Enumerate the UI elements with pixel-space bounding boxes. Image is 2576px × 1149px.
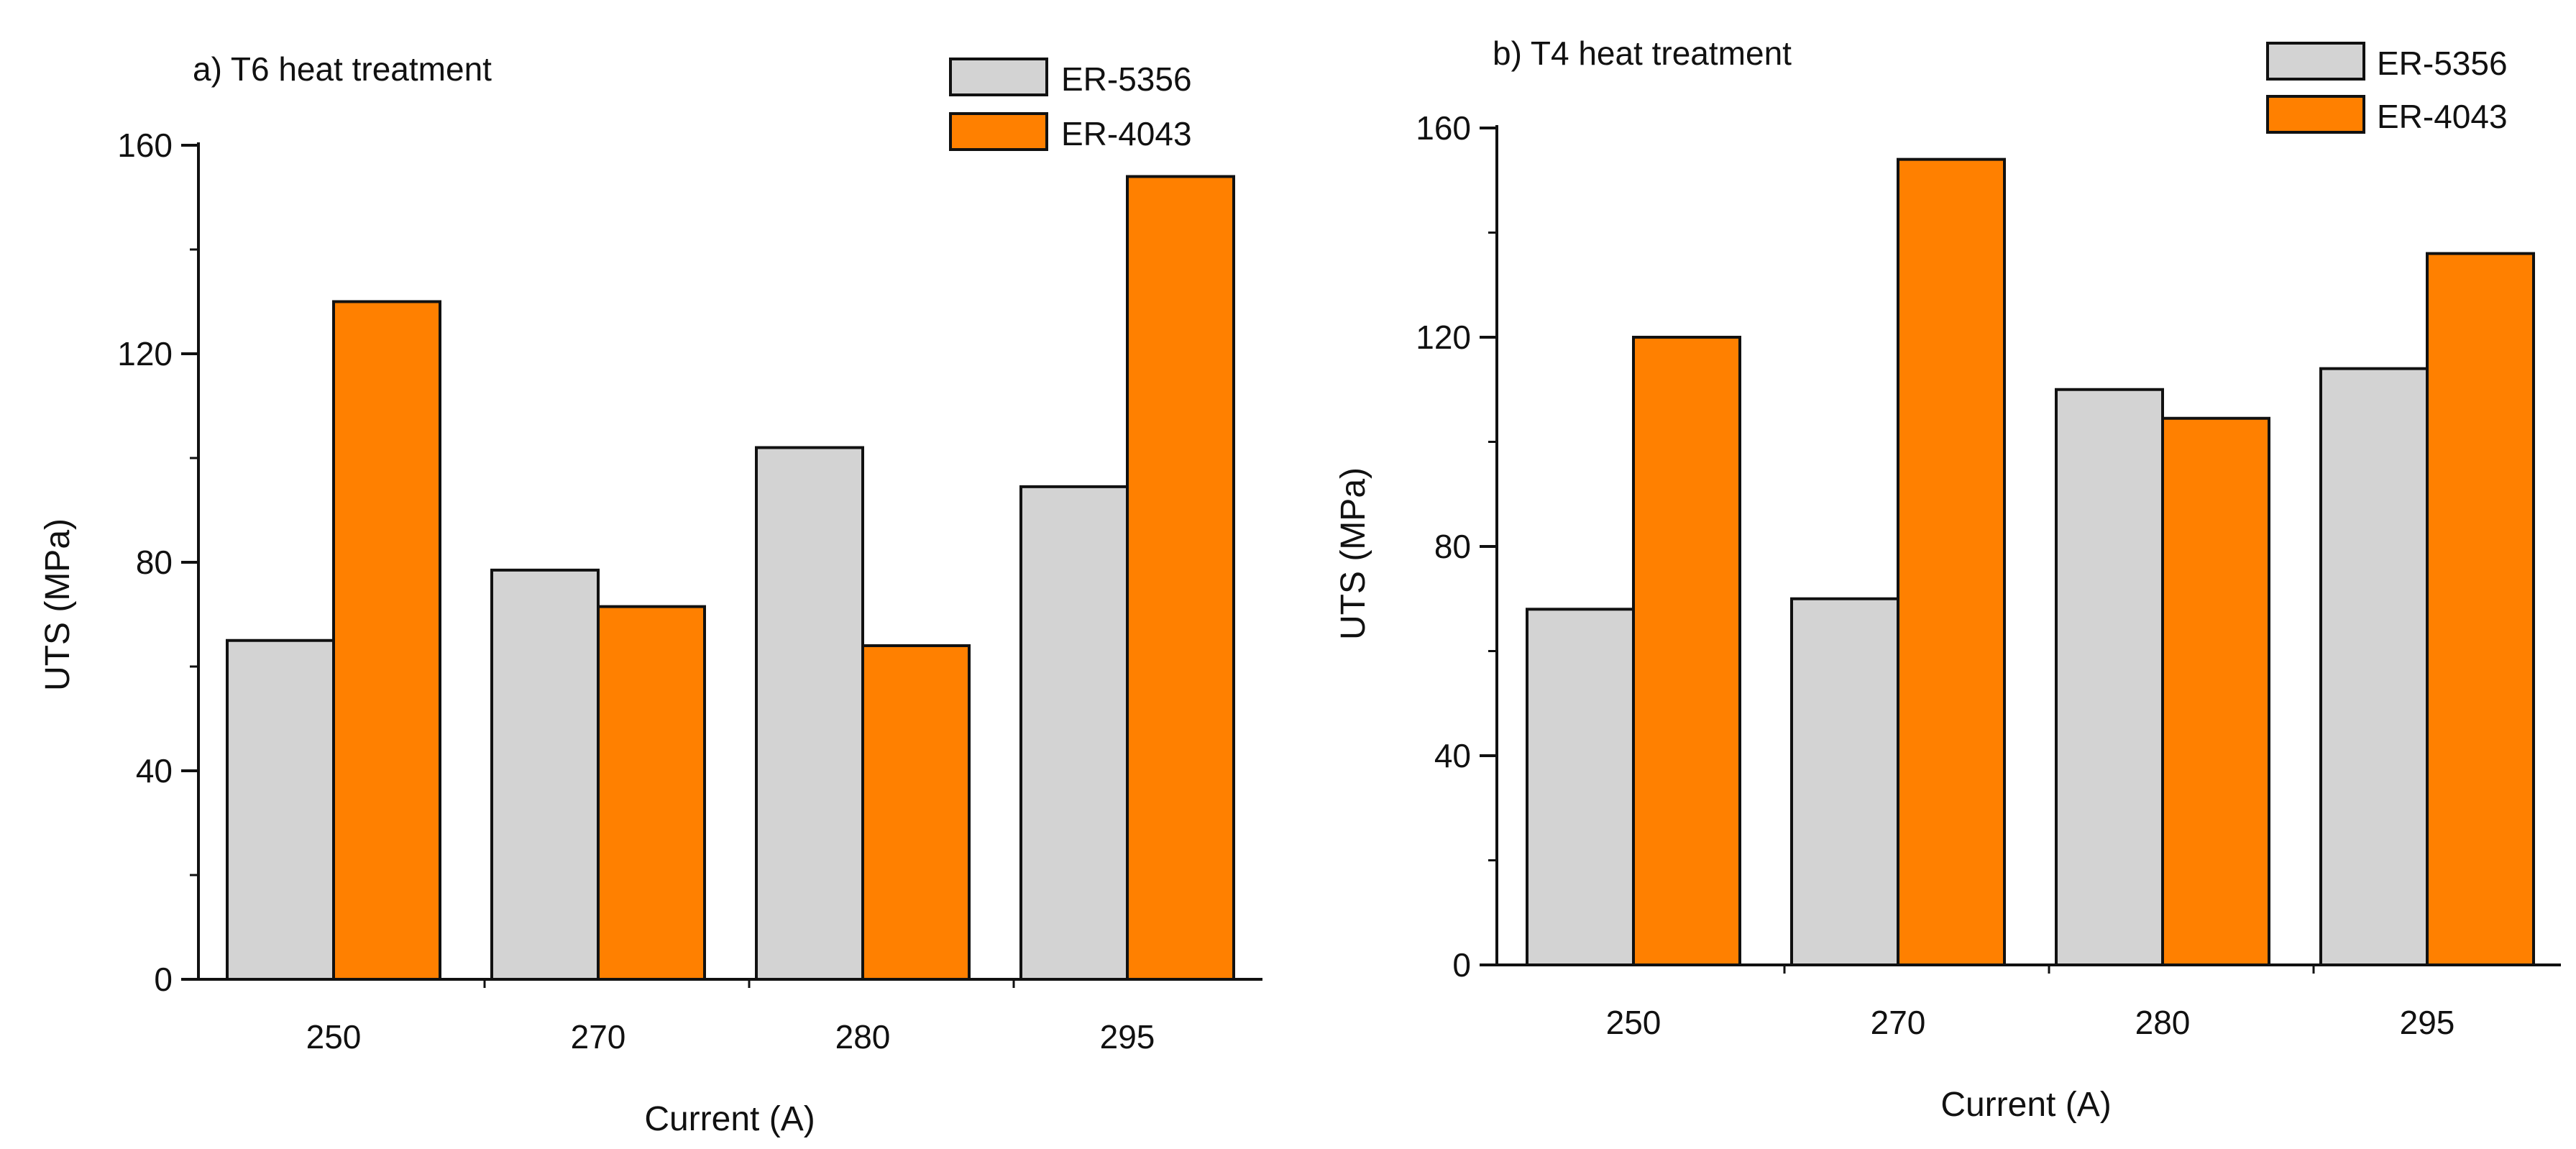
panel-b-legend-label-er5356: ER-5356 [2377, 45, 2508, 82]
panel-b-title: b) T4 heat treatment [1493, 35, 1792, 72]
panel-a-bar-er5356-270 [490, 568, 600, 981]
panel-b-x-tick-label-295: 295 [2400, 1004, 2455, 1041]
panel-b-y-tick-label-80: 80 [1434, 528, 1471, 565]
panel-a-bar-er4043-295 [1126, 175, 1235, 981]
panel-a-bar-er5356-280 [755, 446, 864, 981]
panel-b-bar-er5356-250 [1526, 608, 1635, 966]
panel-a-legend-swatch-er4043 [949, 112, 1048, 151]
panel-b-bar-er5356-280 [2055, 388, 2164, 966]
panel-a-t6: 250 270 280 295 0 40 80 120 160 a) T6 heat treat… [39, 50, 1262, 1138]
panel-a-y-tick-label-80: 80 [136, 544, 173, 581]
panel-a-legend-swatch-er5356 [949, 58, 1048, 96]
panel-b-y-tick-label-0: 0 [1452, 946, 1471, 984]
panel-b-bar-er4043-280 [2161, 416, 2270, 966]
panel-b-legend-label-er4043: ER-4043 [2377, 98, 2508, 135]
panel-a-y-tick-label-160: 160 [117, 127, 173, 164]
panel-a-bar-er5356-295 [1019, 485, 1129, 981]
panel-a-x-label: Current (A) [644, 1100, 815, 1138]
panel-a-title: a) T6 heat treatment [193, 50, 492, 88]
panel-b-x-tick-label-250: 250 [1606, 1004, 1661, 1041]
panel-b-bar-er5356-270 [1790, 597, 1899, 966]
panel-b-x-tick-label-280: 280 [2135, 1004, 2191, 1041]
panel-b-bars [1526, 157, 2535, 967]
panel-b-legend-swatch-er4043 [2266, 95, 2365, 134]
panel-a-y-tick-label-40: 40 [136, 752, 173, 789]
panel-b-y-label: UTS (MPa) [1334, 467, 1372, 640]
panel-a-legend-label-er4043: ER-4043 [1061, 115, 1192, 152]
panel-b-legend-swatch-er5356 [2266, 42, 2365, 81]
panel-a-ticks: 250 270 280 295 0 40 80 120 160 [117, 127, 1155, 1056]
panel-a-bar-er4043-250 [332, 300, 441, 981]
panel-b-t4: 250 270 280 295 0 40 80 120 160 b) T4 heat treat… [1334, 35, 2561, 1124]
panel-b-y-tick-label-160: 160 [1416, 109, 1471, 147]
panel-a-bar-er5356-250 [226, 638, 335, 981]
panel-a-y-tick-label-120: 120 [117, 335, 173, 372]
panel-a-legend-label-er5356: ER-5356 [1061, 60, 1192, 98]
panel-b-y-tick-label-40: 40 [1434, 737, 1471, 774]
panel-a-legend: ER-5356 ER-4043 [949, 58, 1192, 152]
panel-b-legend: ER-5356 ER-4043 [2266, 42, 2508, 135]
panel-a-x-tick-label-250: 250 [306, 1018, 362, 1056]
panel-b-bar-er4043-250 [1632, 336, 1741, 966]
panel-b-y-tick-label-120: 120 [1416, 319, 1471, 356]
panel-b-x-label: Current (A) [1940, 1086, 2111, 1124]
panel-a-bar-er4043-280 [861, 644, 971, 981]
panel-b-x-tick-label-270: 270 [1871, 1004, 1926, 1041]
panel-a-y-label: UTS (MPa) [39, 518, 77, 691]
panel-a-bar-er4043-270 [597, 605, 706, 981]
panel-b-ticks: 250 270 280 295 0 40 80 120 160 [1416, 109, 2454, 1041]
panel-a-y-tick-label-0: 0 [154, 961, 173, 998]
panel-b-bar-er5356-295 [2319, 367, 2429, 966]
panel-a-x-tick-label-280: 280 [835, 1018, 891, 1056]
panel-a-x-tick-label-270: 270 [571, 1018, 626, 1056]
panel-b-bar-er4043-295 [2426, 252, 2535, 967]
panel-a-bars [226, 175, 1235, 981]
panel-a-x-tick-label-295: 295 [1100, 1018, 1155, 1056]
panel-b-bar-er4043-270 [1897, 157, 2006, 966]
